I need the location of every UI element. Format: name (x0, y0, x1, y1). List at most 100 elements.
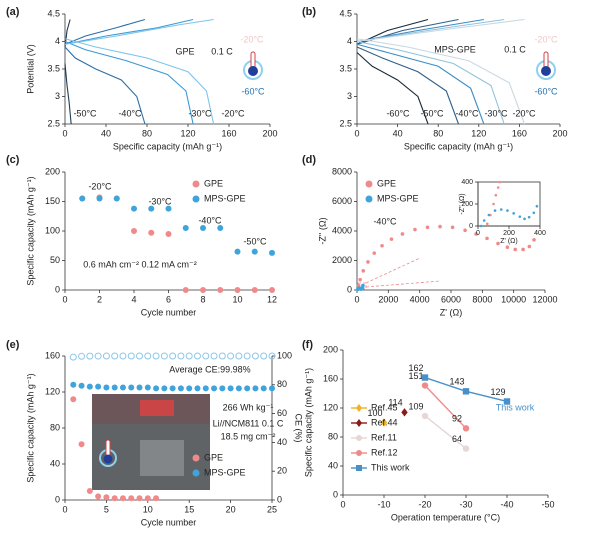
y-tick-label: 160 (323, 373, 338, 383)
x-tick-label: 25 (267, 504, 277, 514)
marker (482, 219, 486, 222)
marker (235, 352, 243, 360)
marker (153, 495, 160, 502)
marker (111, 495, 118, 502)
x-axis-label: Z' (Ω) (440, 307, 462, 317)
x-tick-label: 6000 (441, 294, 461, 304)
marker (86, 488, 93, 494)
value-label: 114 (388, 398, 402, 408)
y-axis-label: Specific capacity (mAh g⁻¹) (25, 373, 35, 482)
marker (513, 247, 518, 252)
x-tick-label: 0 (354, 128, 359, 138)
marker (144, 352, 152, 360)
marker (119, 352, 127, 360)
value-label: 64 (452, 434, 462, 444)
x-tick-label: 20 (226, 504, 236, 514)
value-label: 100 (367, 408, 382, 418)
marker (358, 277, 362, 282)
annotation: -40°C (373, 216, 397, 226)
annotation: -20°C (512, 108, 536, 118)
marker (79, 195, 86, 202)
annotation: MPS-GPE (434, 44, 476, 54)
marker (366, 260, 370, 264)
x-tick-label: 0 (354, 294, 359, 304)
x-tick-label: 10000 (501, 294, 526, 304)
legend-label: MPS-GPE (204, 467, 246, 477)
marker (95, 383, 102, 390)
thermometer-icon (243, 51, 263, 80)
marker (523, 217, 526, 221)
y-tick-label: 2.5 (339, 118, 352, 128)
y-tick-label: 3.5 (47, 63, 60, 73)
marker (496, 186, 500, 189)
annotation: -60°C (241, 86, 265, 96)
marker (485, 236, 489, 241)
marker (136, 384, 143, 391)
value-label: 162 (408, 363, 423, 373)
marker (169, 385, 176, 392)
marker (136, 495, 143, 502)
x-tick-label: 0 (62, 294, 67, 304)
annotation: 0.1 C (211, 46, 233, 56)
x-tick-label: -20 (418, 499, 431, 509)
marker (78, 382, 85, 389)
x-axis-label: Specific capacity (mAh g⁻¹) (404, 141, 513, 151)
marker (244, 385, 251, 392)
x-tick-label: 0 (62, 504, 67, 514)
marker (260, 352, 268, 360)
marker (361, 269, 366, 273)
marker (127, 352, 135, 360)
marker (217, 287, 224, 293)
marker (119, 384, 126, 391)
marker (111, 384, 118, 391)
y-tick-label: 0 (469, 223, 473, 230)
series-line (64, 18, 146, 45)
marker (462, 425, 470, 432)
marker (450, 225, 455, 230)
annotation: -20°C (534, 34, 558, 44)
x-tick-label: 0 (62, 128, 67, 138)
panel-label: (d) (302, 154, 316, 166)
marker (185, 352, 193, 360)
marker (234, 287, 241, 293)
marker (487, 213, 491, 217)
y-tick-label: 2.5 (47, 118, 60, 128)
marker (103, 494, 110, 501)
marker (113, 195, 120, 202)
y-tick-label: 160 (45, 350, 60, 360)
series-line (64, 18, 194, 45)
x-tick-label: 400 (534, 230, 546, 237)
legend-marker (192, 469, 200, 477)
marker (165, 230, 172, 237)
marker (200, 225, 206, 232)
value-label: 92 (452, 414, 462, 424)
annotation: -60°C (534, 86, 558, 96)
marker (131, 205, 137, 212)
y-tick-label: 200 (323, 344, 338, 354)
y2-tick-label: 100 (277, 350, 292, 360)
series-line (356, 46, 460, 125)
marker (103, 384, 110, 391)
marker (251, 248, 258, 255)
marker (177, 385, 184, 392)
marker (518, 215, 522, 218)
annotation: -40°C (118, 108, 142, 118)
marker (161, 385, 168, 392)
marker (512, 212, 515, 215)
marker (136, 352, 144, 360)
y-tick-label: 40 (328, 460, 338, 470)
y-tick-label: 4 (347, 36, 352, 46)
x-tick-label: 12 (267, 294, 277, 304)
x-tick-label: 8000 (472, 294, 492, 304)
marker (234, 248, 241, 255)
x-tick-label: 120 (180, 128, 195, 138)
marker (380, 418, 388, 427)
y-axis-label: -Z'' (Ω) (317, 217, 327, 244)
y2-tick-label: 0 (277, 494, 282, 504)
marker (148, 205, 155, 212)
marker (218, 352, 226, 360)
photo (92, 394, 210, 490)
marker (78, 352, 86, 360)
marker (128, 384, 135, 391)
marker (401, 408, 408, 417)
